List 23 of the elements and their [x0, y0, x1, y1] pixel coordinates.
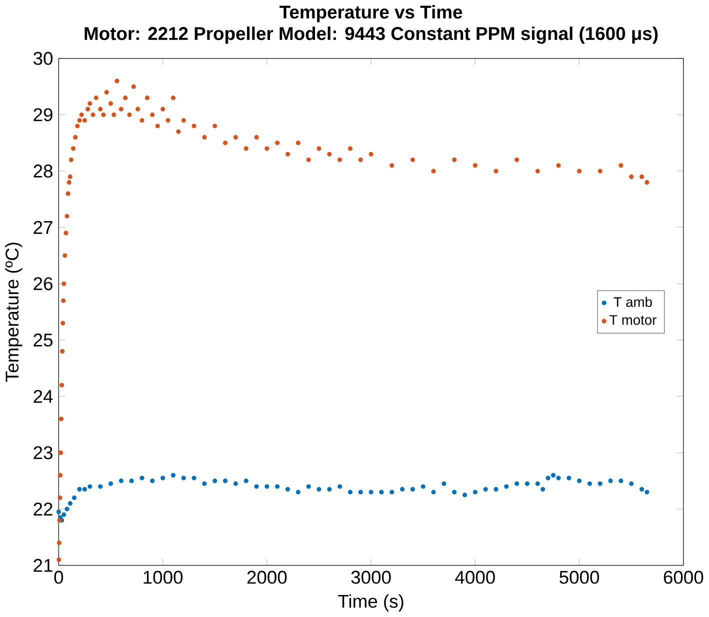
y-tick-label: 23: [34, 446, 52, 460]
y-tick-label: 27: [34, 221, 52, 234]
y-tick-label: 22: [34, 502, 52, 516]
x-tick-label: 3000: [351, 570, 391, 584]
x-tick-label: 4000: [455, 570, 495, 584]
x-tick-label: 0: [54, 570, 64, 584]
y-tick-label: 26: [34, 277, 52, 290]
y-tick-label: 28: [34, 164, 52, 178]
y-tick-label: 25: [34, 334, 52, 347]
x-tick-label: 5000: [560, 570, 600, 584]
chart-subtitle: Motor: 2212 Propeller Model: 9443 Constant PPM signal (1600 μs): [84, 26, 658, 44]
x-axis-title: Time (s): [338, 594, 404, 612]
x-tick-label: 2000: [247, 570, 287, 584]
legend-label: T amb: [614, 296, 652, 308]
legend-label: T motor: [609, 315, 656, 326]
y-tick-label: 24: [34, 390, 53, 403]
chart-title: Temperature vs Time: [280, 5, 462, 22]
x-tick-label: 6000: [664, 570, 704, 584]
x-tick-label: 1000: [144, 570, 183, 584]
y-axis-title: Temperature (ºC): [5, 242, 22, 382]
y-tick-label: 30: [33, 52, 53, 66]
y-tick-label: 21: [34, 559, 52, 572]
y-tick-label: 29: [34, 108, 52, 122]
